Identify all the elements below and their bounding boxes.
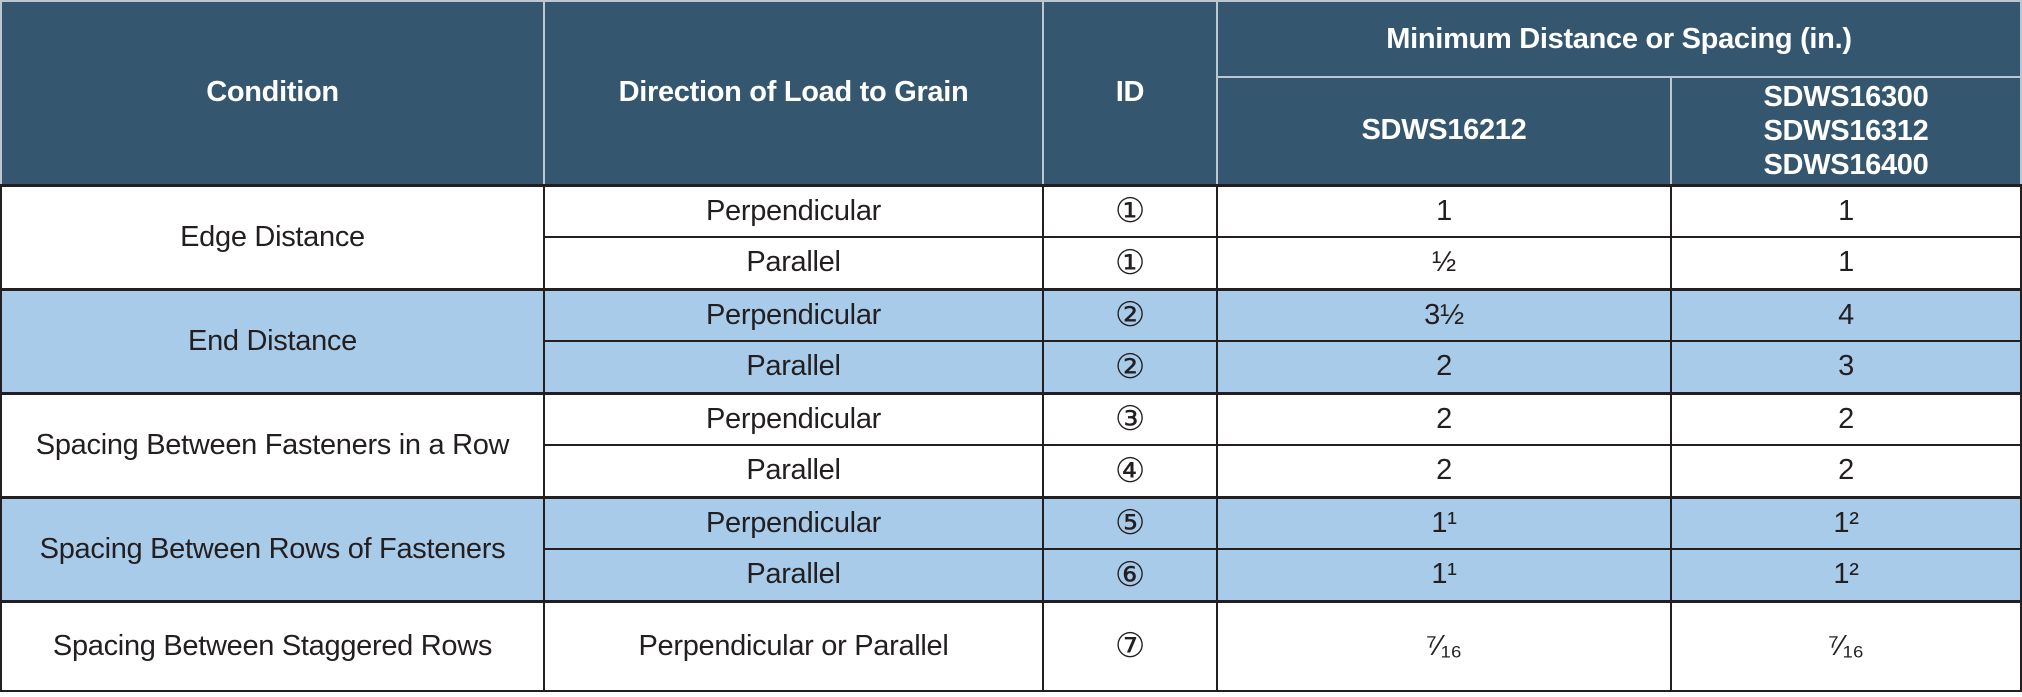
cell-condition: Spacing Between Fasteners in a Row <box>0 391 545 498</box>
cell-value-sdws163xx: 3 <box>1670 340 2022 394</box>
cell-condition: End Distance <box>0 287 545 394</box>
cell-id: ① <box>1042 183 1218 238</box>
table-row: Parallel ④ 2 2 <box>1 444 2022 498</box>
cell-value-sdws16212: ½ <box>1216 236 1672 290</box>
header-id: ID <box>1042 0 1218 187</box>
cell-value-sdws16212: 2 <box>1216 444 1672 498</box>
header-model-line-1: SDWS16300 <box>1763 80 1929 113</box>
cell-direction: Parallel <box>543 340 1044 394</box>
header-model-sdws163xx: SDWS16300 SDWS16312 SDWS16400 <box>1670 76 2022 187</box>
cell-direction: Perpendicular <box>543 287 1044 342</box>
header-row-top: Condition Direction of Load to Grain ID … <box>0 0 2022 187</box>
cell-id: ② <box>1042 287 1218 342</box>
cell-value-sdws163xx: 2 <box>1670 391 2022 446</box>
cell-value-sdws163xx: 1² <box>1670 548 2022 602</box>
cell-direction: Perpendicular or Parallel <box>543 599 1044 692</box>
header-condition: Condition <box>0 0 545 187</box>
cell-value-sdws16212: 3½ <box>1216 287 1672 342</box>
table-row: End Distance Perpendicular ② 3½ 4 <box>0 287 2022 394</box>
cell-value-sdws16212: 2 <box>1216 391 1672 446</box>
cell-direction: Parallel <box>543 236 1044 290</box>
cell-direction: Parallel <box>543 444 1044 498</box>
table-row: Spacing Between Rows of Fasteners Perpen… <box>0 495 2022 602</box>
cell-condition: Spacing Between Staggered Rows <box>0 599 545 692</box>
cell-value-sdws163xx: 4 <box>1670 287 2022 342</box>
cell-id: ④ <box>1042 444 1218 498</box>
cell-value-sdws163xx: ⁷⁄₁₆ <box>1670 599 2022 692</box>
table-row: Edge Distance Perpendicular ① 1 1 <box>0 183 2022 290</box>
cell-value-sdws163xx: 1 <box>1670 183 2022 238</box>
cell-direction: Perpendicular <box>543 183 1044 238</box>
table-row: Spacing Between Fasteners in a Row Perpe… <box>0 391 2022 498</box>
cell-condition: Spacing Between Rows of Fasteners <box>0 495 545 602</box>
table-row: Parallel ① ½ 1 <box>1 236 2022 290</box>
header-direction: Direction of Load to Grain <box>543 0 1044 187</box>
cell-value-sdws16212: ⁷⁄₁₆ <box>1216 599 1672 692</box>
cell-value-sdws163xx: 1² <box>1670 495 2022 550</box>
cell-direction: Parallel <box>543 548 1044 602</box>
cell-value-sdws16212: 1¹ <box>1216 495 1672 550</box>
cell-value-sdws16212: 1 <box>1216 183 1672 238</box>
cell-value-sdws16212: 1¹ <box>1216 548 1672 602</box>
cell-id: ③ <box>1042 391 1218 446</box>
cell-direction: Perpendicular <box>543 495 1044 550</box>
table-row: Parallel ⑥ 1¹ 1² <box>1 548 2022 602</box>
cell-condition: Edge Distance <box>0 183 545 290</box>
cell-value-sdws16212: 2 <box>1216 340 1672 394</box>
cell-value-sdws163xx: 1 <box>1670 236 2022 290</box>
header-model-sdws16212: SDWS16212 <box>1216 76 1672 187</box>
cell-value-sdws163xx: 2 <box>1670 444 2022 498</box>
table-row: Spacing Between Staggered Rows Perpendic… <box>0 599 2022 692</box>
header-model-line-3: SDWS16400 <box>1763 148 1929 181</box>
cell-direction: Perpendicular <box>543 391 1044 446</box>
cell-id: ⑤ <box>1042 495 1218 550</box>
table-row: Parallel ② 2 3 <box>1 340 2022 394</box>
cell-id: ⑥ <box>1042 548 1218 602</box>
header-model-line-2: SDWS16312 <box>1763 114 1929 147</box>
cell-id: ⑦ <box>1042 599 1218 692</box>
cell-id: ② <box>1042 340 1218 394</box>
header-row-sub: SDWS16212 SDWS16300 SDWS16312 SDWS16400 <box>1 76 2022 187</box>
header-group-min-distance: Minimum Distance or Spacing (in.) <box>1216 0 2022 78</box>
cell-id: ① <box>1042 236 1218 290</box>
